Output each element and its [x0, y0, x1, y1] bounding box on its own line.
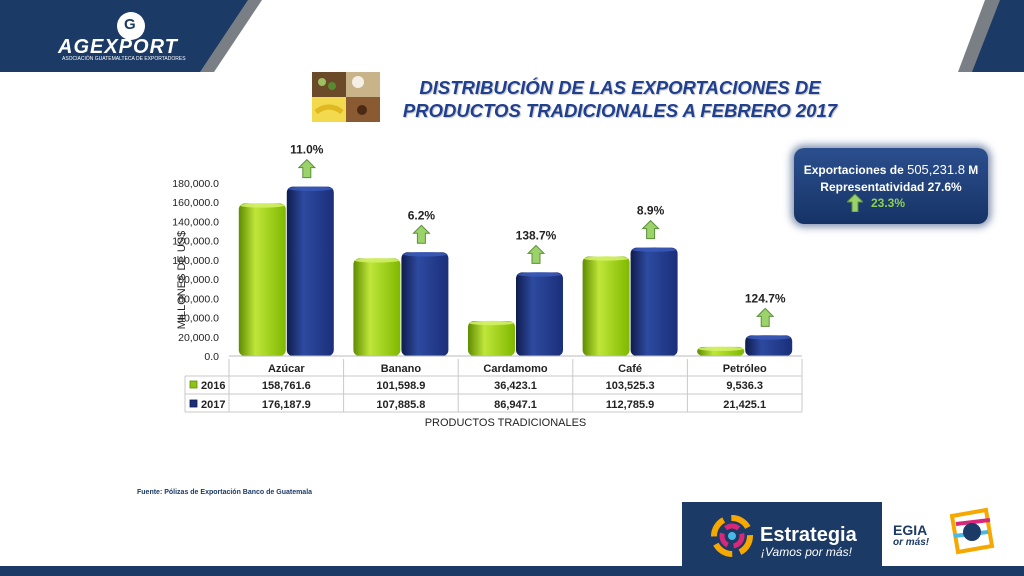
footer-bar: [0, 566, 1024, 576]
products-thumbnail-image: [312, 72, 380, 122]
bar-2016: [238, 203, 286, 356]
page-title-line1: DISTRIBUCIÓN DE LAS EXPORTACIONES DE: [419, 77, 821, 98]
growth-label: 8.9%: [637, 204, 665, 218]
growth-label: 124.7%: [745, 291, 786, 305]
y-tick-label: 180,000.0: [172, 178, 219, 190]
y-axis-label: MILLONES DE US$: [176, 231, 188, 329]
bar-top-highlight: [583, 256, 629, 261]
table-value: 9,536.3: [726, 380, 763, 392]
bar-top-highlight: [746, 335, 792, 340]
y-tick-label: 0.0: [204, 351, 219, 363]
growth-up-arrow-icon: [641, 219, 660, 240]
bar-2016: [468, 320, 515, 356]
table-value: 112,785.9: [606, 399, 654, 411]
summary-share: Representatividad 27.6%: [820, 180, 962, 194]
bar-2017: [401, 252, 449, 356]
bar-2016: [353, 258, 401, 356]
table-category-label: Petróleo: [723, 363, 767, 375]
estrategia-subtitle: ¡Vamos por más!: [761, 545, 852, 559]
bar-top-highlight: [354, 258, 400, 263]
table-value: 86,947.1: [494, 399, 537, 411]
x-axis-label: PRODUCTOS TRADICIONALES: [425, 417, 587, 429]
bar-top-highlight: [698, 346, 744, 352]
y-tick-label: 40,000.0: [178, 313, 219, 325]
summary-total: Exportaciones de 505,231.8 M: [794, 162, 988, 177]
source-note: Fuente: Pólizas de Exportación Banco de …: [137, 489, 313, 496]
growth-up-arrow-icon: [412, 224, 431, 244]
table-value: 103,525.3: [606, 380, 655, 392]
growth-up-arrow-icon: [297, 158, 317, 179]
legend-swatch-2016: [189, 380, 198, 389]
page-title: DISTRIBUCIÓN DE LAS EXPORTACIONES DE PRO…: [395, 76, 845, 122]
table-value: 107,885.8: [376, 399, 425, 411]
growth-label: 11.0%: [290, 143, 324, 157]
growth-up-arrow-icon: [526, 244, 546, 264]
table-category-label: Banano: [381, 363, 422, 375]
bar-top-highlight: [469, 320, 514, 326]
table-value: 21,425.1: [723, 399, 766, 411]
y-tick-label: 160,000.0: [172, 197, 219, 209]
up-arrow-icon: [847, 194, 863, 212]
bars-group: 11.0% 6.2% 138.7% 8.9% 124.7%: [238, 143, 793, 356]
y-tick-label: 140,000.0: [172, 216, 219, 228]
legend-swatch-2017: [189, 399, 198, 408]
estrategia-logo-icon: [711, 515, 753, 557]
y-tick-label: 20,000.0: [178, 332, 219, 344]
y-tick-label: 120,000.0: [172, 236, 219, 248]
summary-prefix: Exportaciones de: [803, 163, 908, 177]
estrategia-title: Estrategia: [760, 524, 857, 546]
data-table: Azúcar Banano Cardamomo Café Petróleo 2016 158…: [184, 355, 803, 429]
bar-top-highlight: [631, 247, 677, 252]
table-category-label: Cardamomo: [483, 363, 547, 375]
growth-label: 6.2%: [408, 208, 436, 222]
summary-unit: M: [964, 163, 979, 177]
summary-callout: Exportaciones de 505,231.8 M Representat…: [794, 148, 988, 224]
table-value: 158,761.6: [262, 380, 311, 392]
agexport-logo-icon: G: [117, 12, 145, 40]
bar-top-highlight: [402, 252, 448, 257]
table-category-label: Café: [618, 363, 642, 375]
legend-label: 2016: [201, 380, 225, 392]
page-title-line2: PRODUCTOS TRADICIONALES A FEBRERO 2017: [402, 100, 838, 121]
table-value: 176,187.9: [262, 399, 311, 411]
bar-top-highlight: [239, 203, 285, 208]
header-band: [0, 0, 1024, 72]
growth-label: 138.7%: [516, 228, 557, 242]
estrategia-secondary-subtitle: or más!: [893, 537, 930, 548]
brand-tagline: ASOCIACIÓN GUATEMALTECA DE EXPORTADORES: [62, 56, 186, 62]
legend-label: 2017: [201, 399, 225, 411]
y-tick-label: 100,000.0: [172, 255, 219, 267]
bar-2017: [630, 247, 678, 356]
bar-2017: [745, 335, 793, 356]
bar-2016: [582, 256, 630, 356]
table-value: 101,598.9: [376, 380, 425, 392]
summary-amount: 505,231.8: [907, 162, 965, 177]
estrategia-badge-icon: [949, 507, 995, 555]
bar-2017: [286, 186, 334, 356]
bar-top-highlight: [517, 272, 562, 277]
y-tick-label: 60,000.0: [178, 293, 219, 305]
bar-2017: [516, 272, 563, 356]
summary-growth: 23.3%: [871, 196, 906, 210]
brand-name: AGEXPORT: [58, 36, 178, 58]
y-tick-label: 80,000.0: [178, 274, 219, 286]
table-value: 36,423.1: [494, 380, 537, 392]
table-category-label: Azúcar: [268, 363, 305, 375]
bar-top-highlight: [287, 186, 333, 191]
y-axis: 180,000.0 160,000.0 140,000.0 120,000.0 100,…: [172, 178, 219, 363]
estrategia-secondary-title: EGIA: [893, 522, 928, 538]
growth-up-arrow-icon: [755, 307, 775, 327]
